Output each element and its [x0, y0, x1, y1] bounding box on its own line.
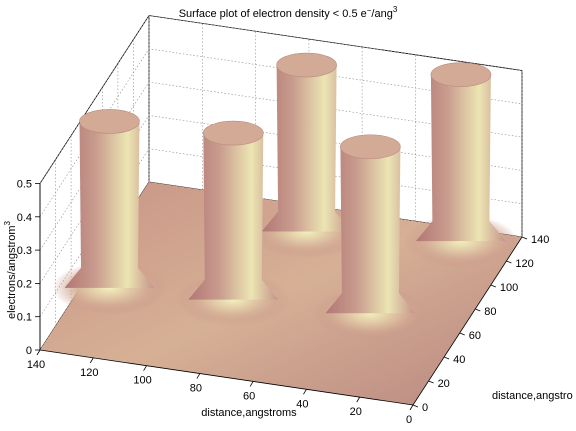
x-tick-label: 0: [406, 414, 412, 426]
z-gridline: [39, 81, 523, 251]
y-tick: [521, 236, 528, 240]
y-tick-label: 0: [422, 402, 428, 414]
y-tick-label: 100: [500, 282, 518, 294]
peak-cap: [202, 120, 264, 146]
peak-pillar: [64, 121, 155, 288]
x-tick-label: 100: [133, 375, 151, 387]
peak-pillar: [325, 146, 416, 314]
x-tick: [303, 389, 307, 395]
x-tick-label: 80: [190, 383, 202, 395]
x-tick: [143, 365, 147, 371]
x-tick: [249, 381, 254, 387]
z-tick-label: 0.4: [17, 212, 32, 224]
peak-cap: [430, 62, 492, 87]
y-tick-label: 60: [469, 330, 481, 342]
z-tick-label: 0.3: [17, 245, 32, 257]
y-tick-label: 20: [438, 378, 450, 390]
x-tick-label: 40: [296, 398, 308, 410]
x-axis-line: [39, 349, 414, 406]
peak-cap: [276, 52, 337, 78]
peak-pillar: [188, 133, 279, 300]
y-tick-label: 140: [531, 234, 549, 246]
x-axis-label: distance,angstroms: [201, 407, 297, 419]
chart-title: Surface plot of electron density < 0.5 e…: [179, 5, 398, 20]
peak-cap: [340, 134, 401, 160]
y-tick: [490, 284, 497, 288]
y-tick: [475, 308, 481, 312]
z-tick-label: 0.2: [17, 278, 32, 290]
y-tick-label: 40: [453, 354, 465, 366]
x-tick-label: 120: [80, 367, 98, 379]
peak-pillar: [415, 74, 506, 242]
y-tick: [459, 332, 465, 336]
z-tick-label: 0: [26, 345, 32, 357]
x-tick: [409, 404, 414, 411]
y-tick-label: 80: [484, 306, 496, 318]
y-tick: [506, 260, 512, 264]
peak-cap: [79, 109, 140, 134]
surface-peaks: [52, 52, 518, 340]
x-tick: [89, 357, 94, 364]
x-tick-label: 140: [27, 359, 45, 371]
peak-pillar: [261, 65, 352, 232]
z-tick-label: 0.1: [17, 312, 32, 324]
x-tick: [356, 396, 361, 403]
x-tick: [36, 349, 41, 356]
x-tick-label: 60: [243, 390, 255, 402]
z-tick-label: 0.5: [17, 179, 32, 191]
axis-ticks: 02040608010012014002040608010012014000.1…: [17, 179, 550, 427]
x-tick-label: 20: [350, 406, 362, 418]
y-tick: [412, 404, 419, 408]
x-tick: [196, 373, 201, 379]
y-tick: [428, 380, 434, 384]
y-axis-label: distance,angstro: [492, 390, 573, 402]
y-tick-label: 120: [515, 258, 533, 270]
z-axis-label: electrons/angstrom3: [3, 220, 18, 319]
y-tick: [443, 356, 450, 360]
z-gridline: [39, 15, 523, 184]
y-axis-line: [412, 236, 523, 406]
